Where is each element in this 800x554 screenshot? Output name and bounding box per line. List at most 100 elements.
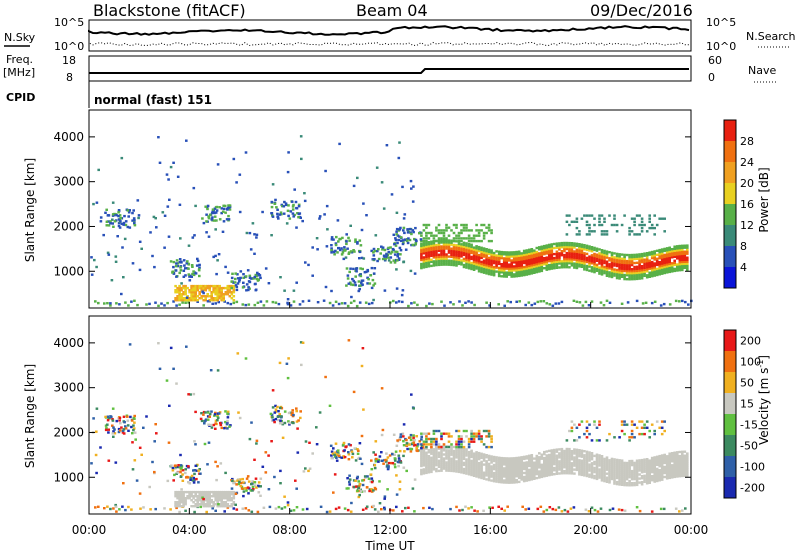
data-pixel [470, 506, 473, 509]
data-pixel [550, 261, 554, 264]
data-pixel [267, 488, 271, 491]
data-pixel [548, 265, 551, 269]
data-pixel [246, 486, 250, 489]
data-pixel [372, 284, 375, 287]
data-pixel [663, 471, 666, 475]
data-pixel [575, 220, 579, 223]
data-pixel [593, 470, 596, 474]
data-pixel [545, 456, 549, 459]
data-pixel [585, 468, 589, 472]
data-pixel [365, 505, 369, 508]
data-pixel [228, 490, 232, 494]
data-pixel [160, 302, 163, 305]
data-pixel [660, 248, 664, 251]
data-pixel [477, 455, 481, 459]
data-pixel [214, 211, 218, 214]
data-pixel [462, 461, 466, 465]
data-pixel [450, 247, 453, 250]
data-pixel [142, 506, 145, 509]
data-pixel [545, 244, 549, 247]
data-pixel [450, 443, 453, 446]
data-pixel [192, 505, 195, 508]
data-pixel [447, 440, 451, 443]
data-pixel [194, 443, 197, 446]
data-pixel [359, 244, 363, 247]
data-pixel [445, 259, 448, 262]
data-pixel [628, 482, 631, 485]
data-pixel [548, 251, 551, 255]
data-pixel [247, 286, 250, 289]
data-pixel [392, 259, 396, 262]
data-pixel [598, 474, 601, 477]
data-pixel [553, 466, 556, 470]
data-pixel [482, 475, 486, 478]
data-pixel [480, 256, 483, 260]
data-pixel [650, 223, 654, 227]
data-pixel [512, 461, 516, 464]
data-pixel [528, 248, 531, 251]
data-pixel [638, 259, 641, 262]
data-pixel [530, 248, 534, 251]
data-pixel [442, 247, 446, 250]
data-pixel [681, 244, 684, 247]
data-pixel [676, 467, 679, 470]
data-pixel [182, 269, 186, 272]
data-pixel [216, 163, 220, 166]
data-pixel [211, 208, 215, 211]
data-pixel [117, 214, 120, 218]
data-pixel [255, 277, 259, 281]
data-pixel [452, 453, 456, 457]
data-pixel [180, 286, 183, 290]
data-pixel [437, 447, 441, 450]
data-pixel [470, 261, 473, 265]
data-pixel [593, 474, 596, 478]
data-pixel [237, 411, 240, 414]
data-pixel [187, 481, 190, 484]
data-pixel [515, 481, 518, 484]
data-pixel [197, 481, 200, 484]
data-pixel [358, 250, 362, 254]
data-pixel [206, 490, 209, 494]
data-pixel [480, 250, 483, 253]
data-pixel [457, 252, 461, 255]
data-pixel [190, 505, 193, 508]
data-pixel [425, 463, 428, 466]
data-pixel [570, 462, 574, 465]
data-pixel [623, 481, 626, 485]
data-pixel [274, 417, 278, 421]
data-pixel [455, 462, 458, 465]
data-pixel [643, 274, 646, 277]
data-pixel [655, 249, 659, 252]
data-pixel [413, 301, 416, 304]
data-pixel [95, 471, 98, 475]
data-pixel [548, 459, 551, 463]
data-pixel [197, 269, 201, 272]
data-pixel [568, 251, 571, 255]
data-pixel [545, 262, 549, 265]
data-pixel [608, 475, 611, 478]
data-pixel [623, 263, 626, 267]
data-pixel [490, 459, 493, 462]
data-pixel [575, 233, 579, 236]
data-pixel [491, 506, 494, 509]
data-pixel [648, 271, 651, 274]
data-pixel [212, 492, 215, 496]
data-pixel [420, 244, 423, 248]
data-pixel [115, 302, 118, 305]
data-pixel [640, 271, 644, 274]
data-pixel [172, 479, 175, 482]
data-pixel [620, 429, 624, 433]
data-pixel [435, 257, 438, 261]
data-pixel [198, 492, 201, 496]
data-pixel [332, 250, 336, 254]
data-pixel [351, 456, 354, 459]
data-pixel [462, 445, 466, 449]
data-pixel [548, 461, 551, 465]
data-pixel [660, 217, 664, 220]
data-pixel [285, 222, 289, 225]
data-pixel [563, 508, 567, 512]
data-pixel [668, 474, 671, 478]
data-pixel [174, 289, 177, 292]
data-pixel [218, 495, 221, 498]
data-pixel [563, 472, 566, 475]
